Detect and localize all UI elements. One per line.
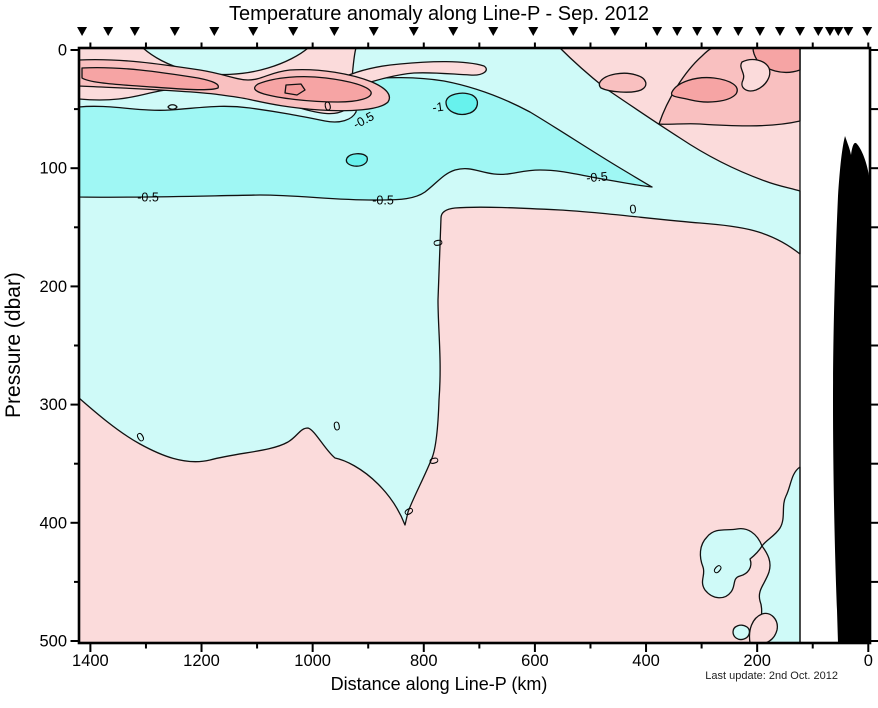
contour-regions: [78, 47, 801, 644]
contour-label: 0: [430, 238, 445, 247]
region-warm-core-mid: [254, 76, 372, 103]
bathymetry-profile: [833, 136, 870, 643]
station-marker-triangle: [169, 27, 180, 36]
station-marker-triangle: [568, 27, 579, 36]
station-marker-triangle: [248, 27, 259, 36]
station-marker-triangle: [288, 27, 299, 36]
y-tick-label: 200: [39, 278, 67, 296]
x-tick-label: 400: [632, 652, 660, 670]
page-title: Temperature anomaly along Line-P - Sep. …: [229, 3, 649, 25]
station-marker-triangle: [794, 27, 805, 36]
contour-label: 0: [332, 419, 341, 434]
x-tick-label: 200: [743, 652, 771, 670]
station-marker-triangle: [209, 27, 220, 36]
station-marker-triangle: [833, 27, 844, 36]
region-warm-blob-600km: [598, 72, 647, 93]
axis-ticks: [70, 42, 878, 652]
station-marker-triangle: [862, 27, 873, 36]
region-nearshore-cold-dot: [732, 624, 751, 641]
y-tick-label: 400: [39, 514, 67, 532]
station-marker-triangle: [733, 27, 744, 36]
x-tick-label: 1200: [183, 652, 220, 670]
station-marker-triangle: [448, 27, 459, 36]
station-marker-triangle: [77, 27, 88, 36]
station-marker-triangle: [813, 27, 824, 36]
station-marker-triangle: [672, 27, 683, 36]
region-warm-core-mid-inner: [284, 83, 306, 96]
contour-label: -0.5: [586, 169, 609, 185]
station-marker-triangle: [528, 27, 539, 36]
contour-label: 0: [323, 99, 333, 114]
contour-label: 0: [426, 456, 441, 466]
station-marker-triangle: [712, 27, 723, 36]
x-tick-label: 600: [521, 652, 549, 670]
contour-label: -0.5: [372, 193, 394, 207]
region-cold-core-band: [78, 76, 653, 201]
region-warm-east-light-notch: [740, 58, 771, 92]
region-coldest-blob-1: [445, 92, 479, 116]
region-warm-core-west: [81, 66, 219, 91]
x-tick-labels: 1400 1200 1000 800 600 400 200 0: [72, 652, 873, 670]
x-axis-title: Distance along Line-P (km): [330, 674, 548, 694]
y-axis-title: Pressure (dbar): [2, 272, 25, 418]
x-tick-label: 0: [864, 652, 873, 670]
station-marker-triangle: [129, 27, 140, 36]
station-marker-triangle: [774, 27, 785, 36]
x-tick-label: 1000: [294, 652, 331, 670]
region-coldest-blob-2: [345, 153, 368, 167]
contour-label: 0: [629, 202, 637, 217]
station-marker-triangle: [609, 27, 620, 36]
station-marker-triangle: [408, 27, 419, 36]
station-marker-triangle: [488, 27, 499, 36]
station-markers: [77, 27, 873, 36]
x-tick-label: 1400: [72, 652, 109, 670]
region-nearshore-warm-notch: [748, 612, 778, 644]
contour-label: -1: [431, 100, 444, 115]
y-tick-labels: 0 100 200 300 400 500: [39, 42, 67, 651]
station-marker-triangle: [103, 27, 114, 36]
y-tick-label: 100: [39, 160, 67, 178]
last-update-note: Last update: 2nd Oct. 2012: [705, 670, 838, 682]
station-marker-triangle: [843, 27, 854, 36]
station-marker-triangle: [824, 27, 835, 36]
region-warm-core-east: [670, 76, 738, 103]
contour-label: -0.5: [137, 190, 159, 204]
y-tick-label: 300: [39, 396, 67, 414]
region-nearshore-cold-blob: [699, 527, 763, 599]
station-marker-triangle: [368, 27, 379, 36]
y-tick-label: 500: [39, 633, 67, 651]
station-marker-triangle: [652, 27, 663, 36]
station-marker-triangle: [692, 27, 703, 36]
station-marker-triangle: [329, 27, 340, 36]
y-tick-label: 0: [58, 42, 67, 60]
station-marker-triangle: [754, 27, 765, 36]
region-tiny-closed-contour: [167, 104, 178, 110]
x-tick-label: 800: [410, 652, 438, 670]
